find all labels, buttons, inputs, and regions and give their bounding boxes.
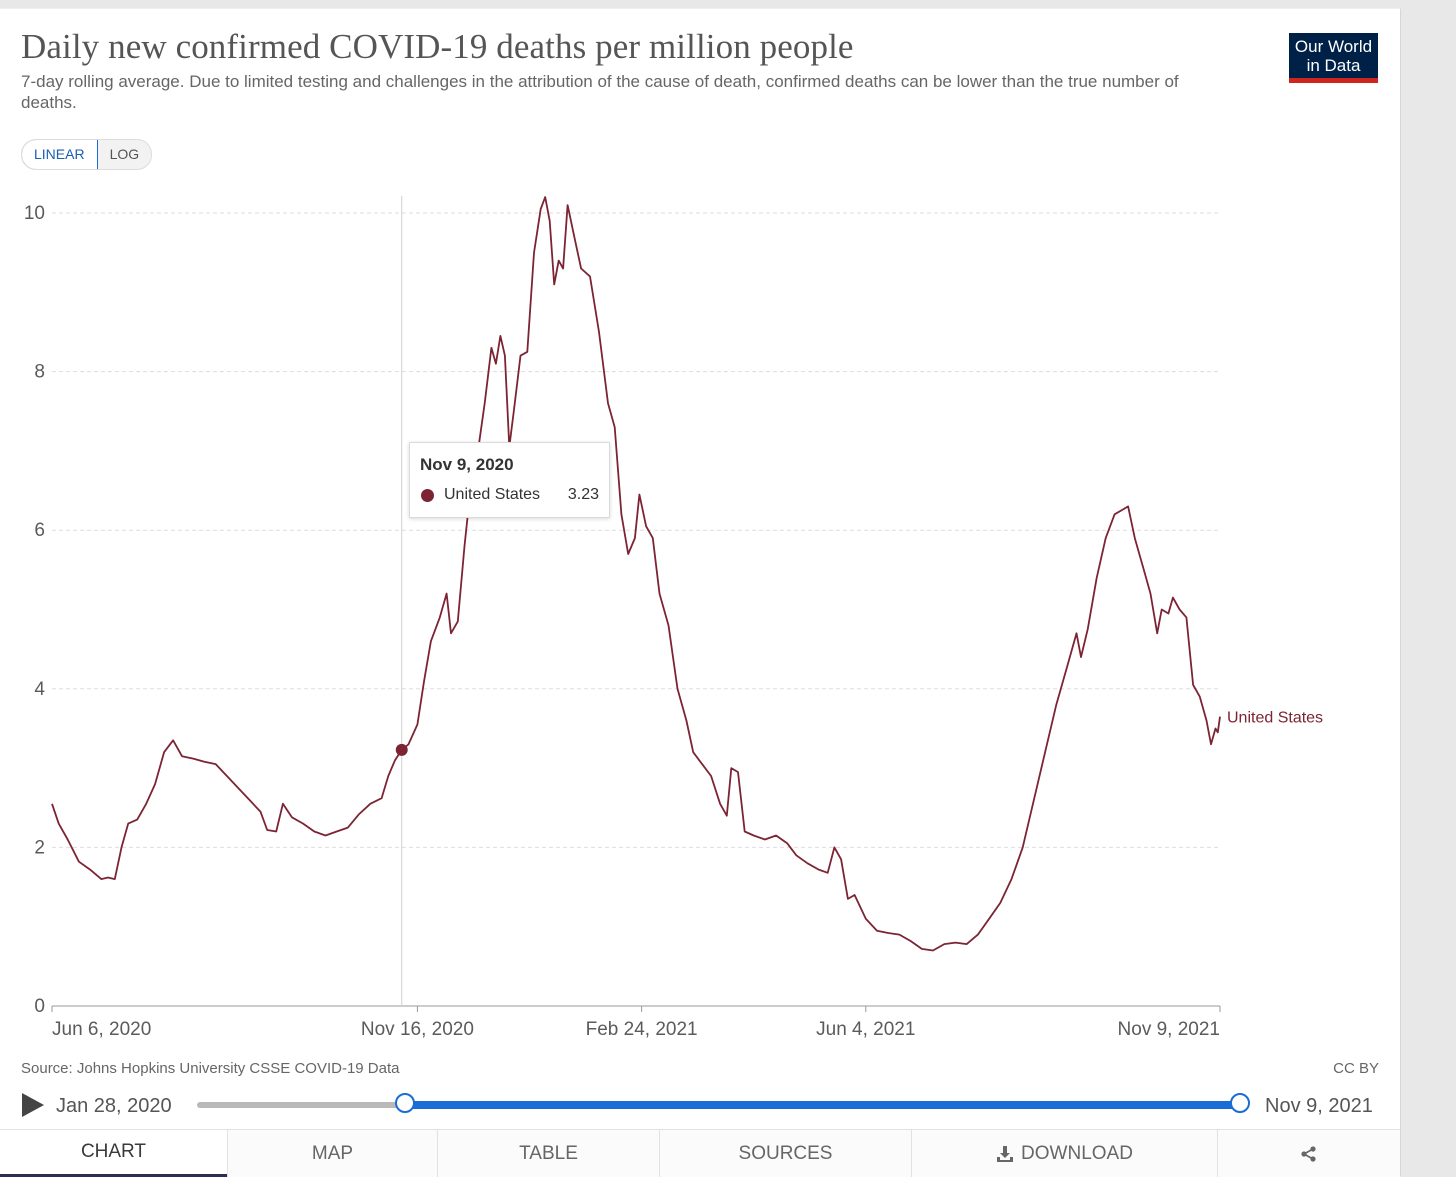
timeline-end-label: Nov 9, 2021 — [1265, 1095, 1373, 1117]
scale-toggle: LINEAR LOG — [21, 139, 153, 170]
tab-table[interactable]: TABLE — [437, 1130, 659, 1177]
y-tick-label: 8 — [34, 362, 45, 383]
tab-map[interactable]: MAP — [227, 1130, 437, 1177]
tab-bar: CHART MAP TABLE SOURCES DOWNLOAD — [0, 1129, 1400, 1177]
logo-line-2: in Data — [1306, 56, 1361, 75]
tab-download-label: DOWNLOAD — [1021, 1142, 1133, 1164]
timeline-start-handle[interactable] — [395, 1093, 415, 1113]
share-icon — [1301, 1145, 1316, 1162]
owid-logo[interactable]: Our World in Data — [1289, 33, 1378, 83]
hover-point — [395, 743, 408, 756]
play-icon[interactable] — [22, 1093, 44, 1117]
tab-download[interactable]: DOWNLOAD — [911, 1130, 1217, 1177]
download-icon — [997, 1145, 1014, 1162]
tooltip: Nov 9, 2020 United States 3.23 — [409, 442, 610, 518]
logo-line-1: Our World — [1294, 37, 1373, 56]
tooltip-value: 3.23 — [567, 486, 599, 503]
log-scale-button[interactable]: LOG — [109, 146, 140, 162]
x-tick-label: Feb 24, 2021 — [586, 1019, 698, 1040]
tab-sources[interactable]: SOURCES — [659, 1130, 911, 1177]
x-tick-label: Jun 6, 2020 — [52, 1019, 151, 1040]
timeline-end-handle[interactable] — [1230, 1093, 1250, 1113]
tooltip-series-name: United States — [444, 486, 541, 503]
y-tick-label: 0 — [34, 996, 45, 1017]
x-tick-label: Jun 4, 2021 — [816, 1019, 915, 1040]
timeline-start-label: Jan 28, 2020 — [56, 1095, 172, 1117]
series-line-united-states[interactable] — [51, 196, 1221, 952]
chart-frame: Daily new confirmed COVID-19 deaths per … — [0, 8, 1401, 1177]
chart-title: Daily new confirmed COVID-19 deaths per … — [21, 27, 854, 66]
y-tick-label: 4 — [34, 679, 45, 700]
tab-share[interactable] — [1217, 1130, 1400, 1177]
y-tick-label: 2 — [34, 837, 45, 858]
tab-chart[interactable]: CHART — [0, 1130, 227, 1177]
series-label-united-states[interactable]: United States — [1227, 710, 1323, 727]
tooltip-date: Nov 9, 2020 — [420, 455, 514, 474]
chart-subtitle: 7-day rolling average. Due to limited te… — [21, 72, 1179, 112]
x-tick-label: Nov 16, 2020 — [361, 1019, 474, 1040]
linear-scale-button[interactable]: LINEAR — [22, 140, 98, 169]
x-tick-label: Nov 9, 2021 — [1118, 1019, 1220, 1040]
tooltip-row: United States 3.23 — [420, 486, 599, 506]
series-color-dot — [421, 489, 434, 502]
y-tick-label: 6 — [34, 520, 45, 541]
line-chart[interactable]: 0 2 4 6 8 10 Jun 6, 2020 Nov 16, 2020 Feb 24, 20… — [0, 1, 1400, 1061]
license-link[interactable]: CC BY — [1333, 1060, 1379, 1077]
timeline-selected-range[interactable] — [404, 1101, 1240, 1109]
y-tick-label: 10 — [24, 203, 45, 224]
source-note[interactable]: Source: Johns Hopkins University CSSE CO… — [21, 1060, 400, 1077]
